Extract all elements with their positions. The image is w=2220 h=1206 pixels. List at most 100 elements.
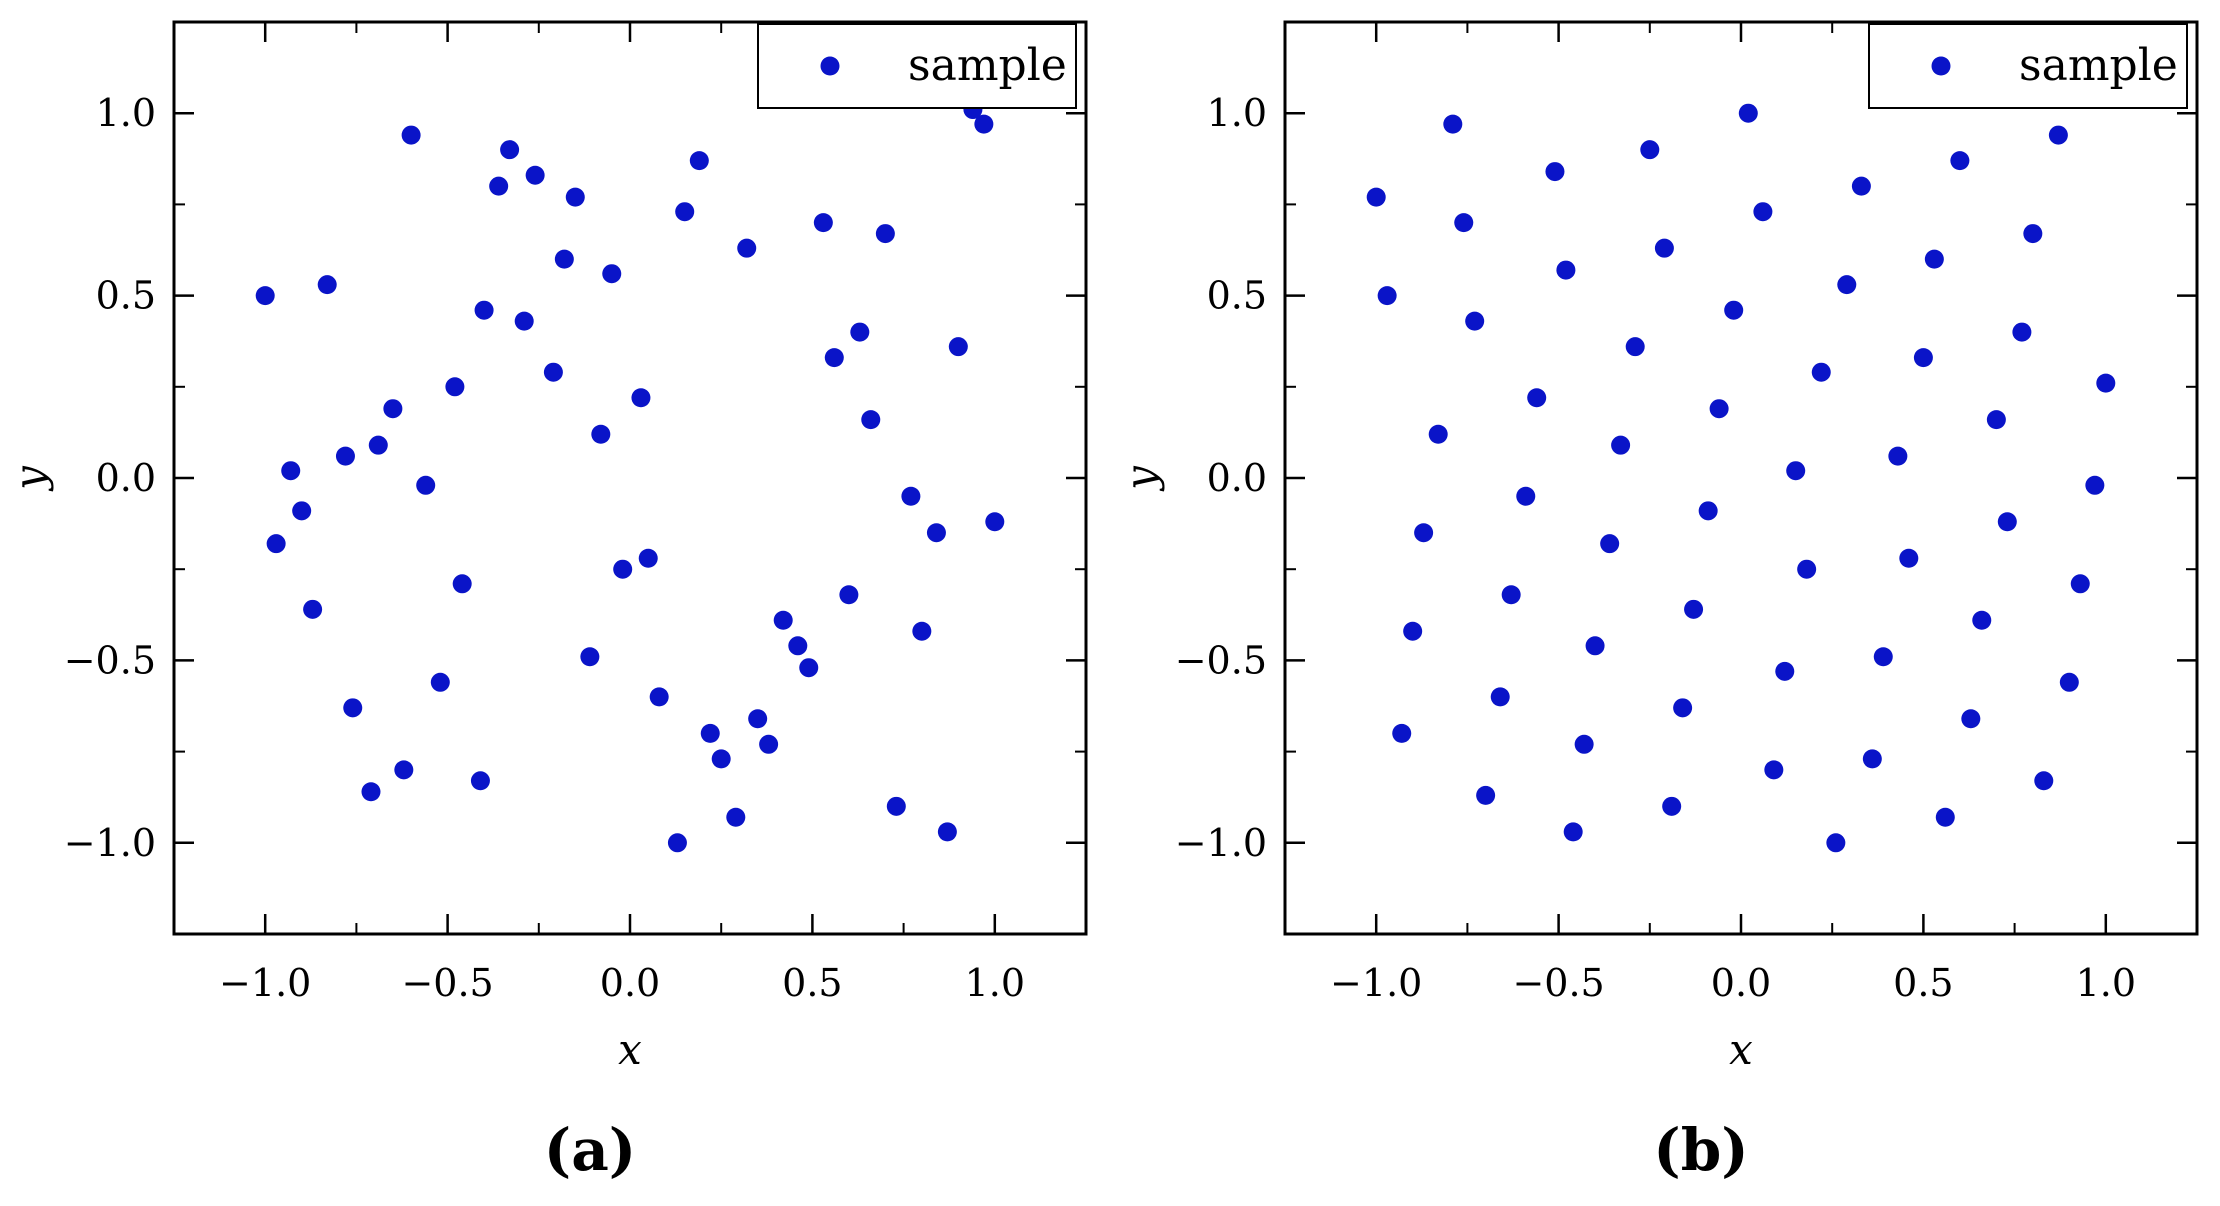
x-tick-label: −0.5	[1512, 961, 1604, 1005]
y-tick-label: −1.0	[1175, 821, 1267, 865]
data-point	[1428, 424, 1448, 444]
data-point	[1366, 187, 1386, 207]
data-point	[1899, 548, 1919, 568]
data-point	[255, 286, 275, 306]
legend-marker	[1931, 56, 1951, 76]
data-point	[1490, 687, 1510, 707]
data-point	[1574, 734, 1594, 754]
data-point	[565, 187, 585, 207]
data-point	[1738, 103, 1758, 123]
x-tick-label: 0.5	[1893, 961, 1953, 1005]
y-tick-label: 0.5	[1207, 274, 1267, 318]
data-point	[901, 486, 921, 506]
x-axis-label: x	[618, 1025, 642, 1074]
x-axis-label: x	[1729, 1025, 1753, 1074]
data-point	[470, 771, 490, 791]
y-tick-label: −1.0	[64, 821, 156, 865]
y-tick-label: −0.5	[64, 638, 156, 682]
data-point	[2023, 224, 2043, 244]
data-point	[926, 523, 946, 543]
data-point	[1698, 501, 1718, 521]
x-tick-label: −0.5	[401, 961, 493, 1005]
data-point	[1673, 698, 1693, 718]
data-point	[2059, 672, 2079, 692]
data-point	[1476, 785, 1496, 805]
plot-frame	[1283, 20, 2199, 936]
data-point	[839, 585, 859, 605]
data-point	[1935, 807, 1955, 827]
data-point	[850, 322, 870, 342]
data-point	[689, 151, 709, 171]
data-point	[1454, 213, 1474, 233]
y-axis-label: y	[5, 465, 54, 492]
data-point	[675, 202, 695, 222]
data-point	[788, 636, 808, 656]
data-point	[1443, 114, 1463, 134]
data-point	[1764, 760, 1784, 780]
panel-label: (a)	[544, 1116, 636, 1184]
data-point	[317, 275, 337, 295]
data-point	[525, 165, 545, 185]
data-point	[737, 238, 757, 258]
data-point	[343, 698, 363, 718]
data-point	[773, 610, 793, 630]
data-point	[1924, 249, 1944, 269]
data-point	[1684, 599, 1704, 619]
data-point	[824, 348, 844, 368]
data-point	[266, 534, 286, 554]
data-point	[1811, 362, 1831, 382]
data-point	[638, 548, 658, 568]
data-point	[281, 461, 301, 481]
data-point	[292, 501, 312, 521]
data-point	[974, 114, 994, 134]
data-point	[591, 424, 611, 444]
data-point	[543, 362, 563, 382]
data-point	[1950, 151, 1970, 171]
data-point	[383, 399, 403, 419]
y-tick-label: 0.5	[96, 274, 156, 318]
data-point	[368, 435, 388, 455]
data-point	[613, 559, 633, 579]
series-0	[255, 100, 1005, 853]
data-point	[452, 574, 472, 594]
data-point	[875, 224, 895, 244]
scatter-panel-2: −1.0 −0.5 0.0 0.5 1.0 −1.0 −0.5 0.0 0.5 1.0 x y samp…	[1116, 20, 2199, 1184]
scatter-panel-1: −1.0 −0.5 0.0 0.5 1.0 −1.0 −0.5 0.0 0.5 1.0 x y samp…	[5, 20, 1088, 1184]
data-point	[1986, 410, 2006, 430]
data-point	[1654, 238, 1674, 258]
plot-frame	[172, 20, 1088, 936]
data-point	[445, 377, 465, 397]
legend-marker	[820, 56, 840, 76]
x-tick-label: 0.5	[782, 961, 842, 1005]
data-point	[1662, 796, 1682, 816]
x-tick-label: −1.0	[1330, 961, 1422, 1005]
data-point	[1465, 311, 1485, 331]
data-point	[1516, 486, 1536, 506]
data-point	[554, 249, 574, 269]
data-point	[1527, 388, 1547, 408]
data-point	[1797, 559, 1817, 579]
data-point	[580, 647, 600, 667]
data-point	[430, 672, 450, 692]
series-0	[1366, 103, 2116, 853]
data-point	[1414, 523, 1434, 543]
data-point	[1873, 647, 1893, 667]
panel-label: (b)	[1653, 1116, 1748, 1184]
data-point	[1403, 621, 1423, 641]
y-tick-label: 0.0	[1207, 456, 1267, 500]
data-point	[667, 833, 687, 853]
data-point	[1724, 300, 1744, 320]
data-point	[748, 709, 768, 729]
data-point	[489, 176, 509, 196]
x-tick-label: 0.0	[1711, 961, 1771, 1005]
data-point	[1545, 162, 1565, 182]
data-point	[631, 388, 651, 408]
data-point	[726, 807, 746, 827]
data-point	[303, 599, 323, 619]
data-point	[2034, 771, 2054, 791]
data-point	[912, 621, 932, 641]
x-tick-label: −1.0	[219, 961, 311, 1005]
data-point	[514, 311, 534, 331]
data-point	[2048, 125, 2068, 145]
